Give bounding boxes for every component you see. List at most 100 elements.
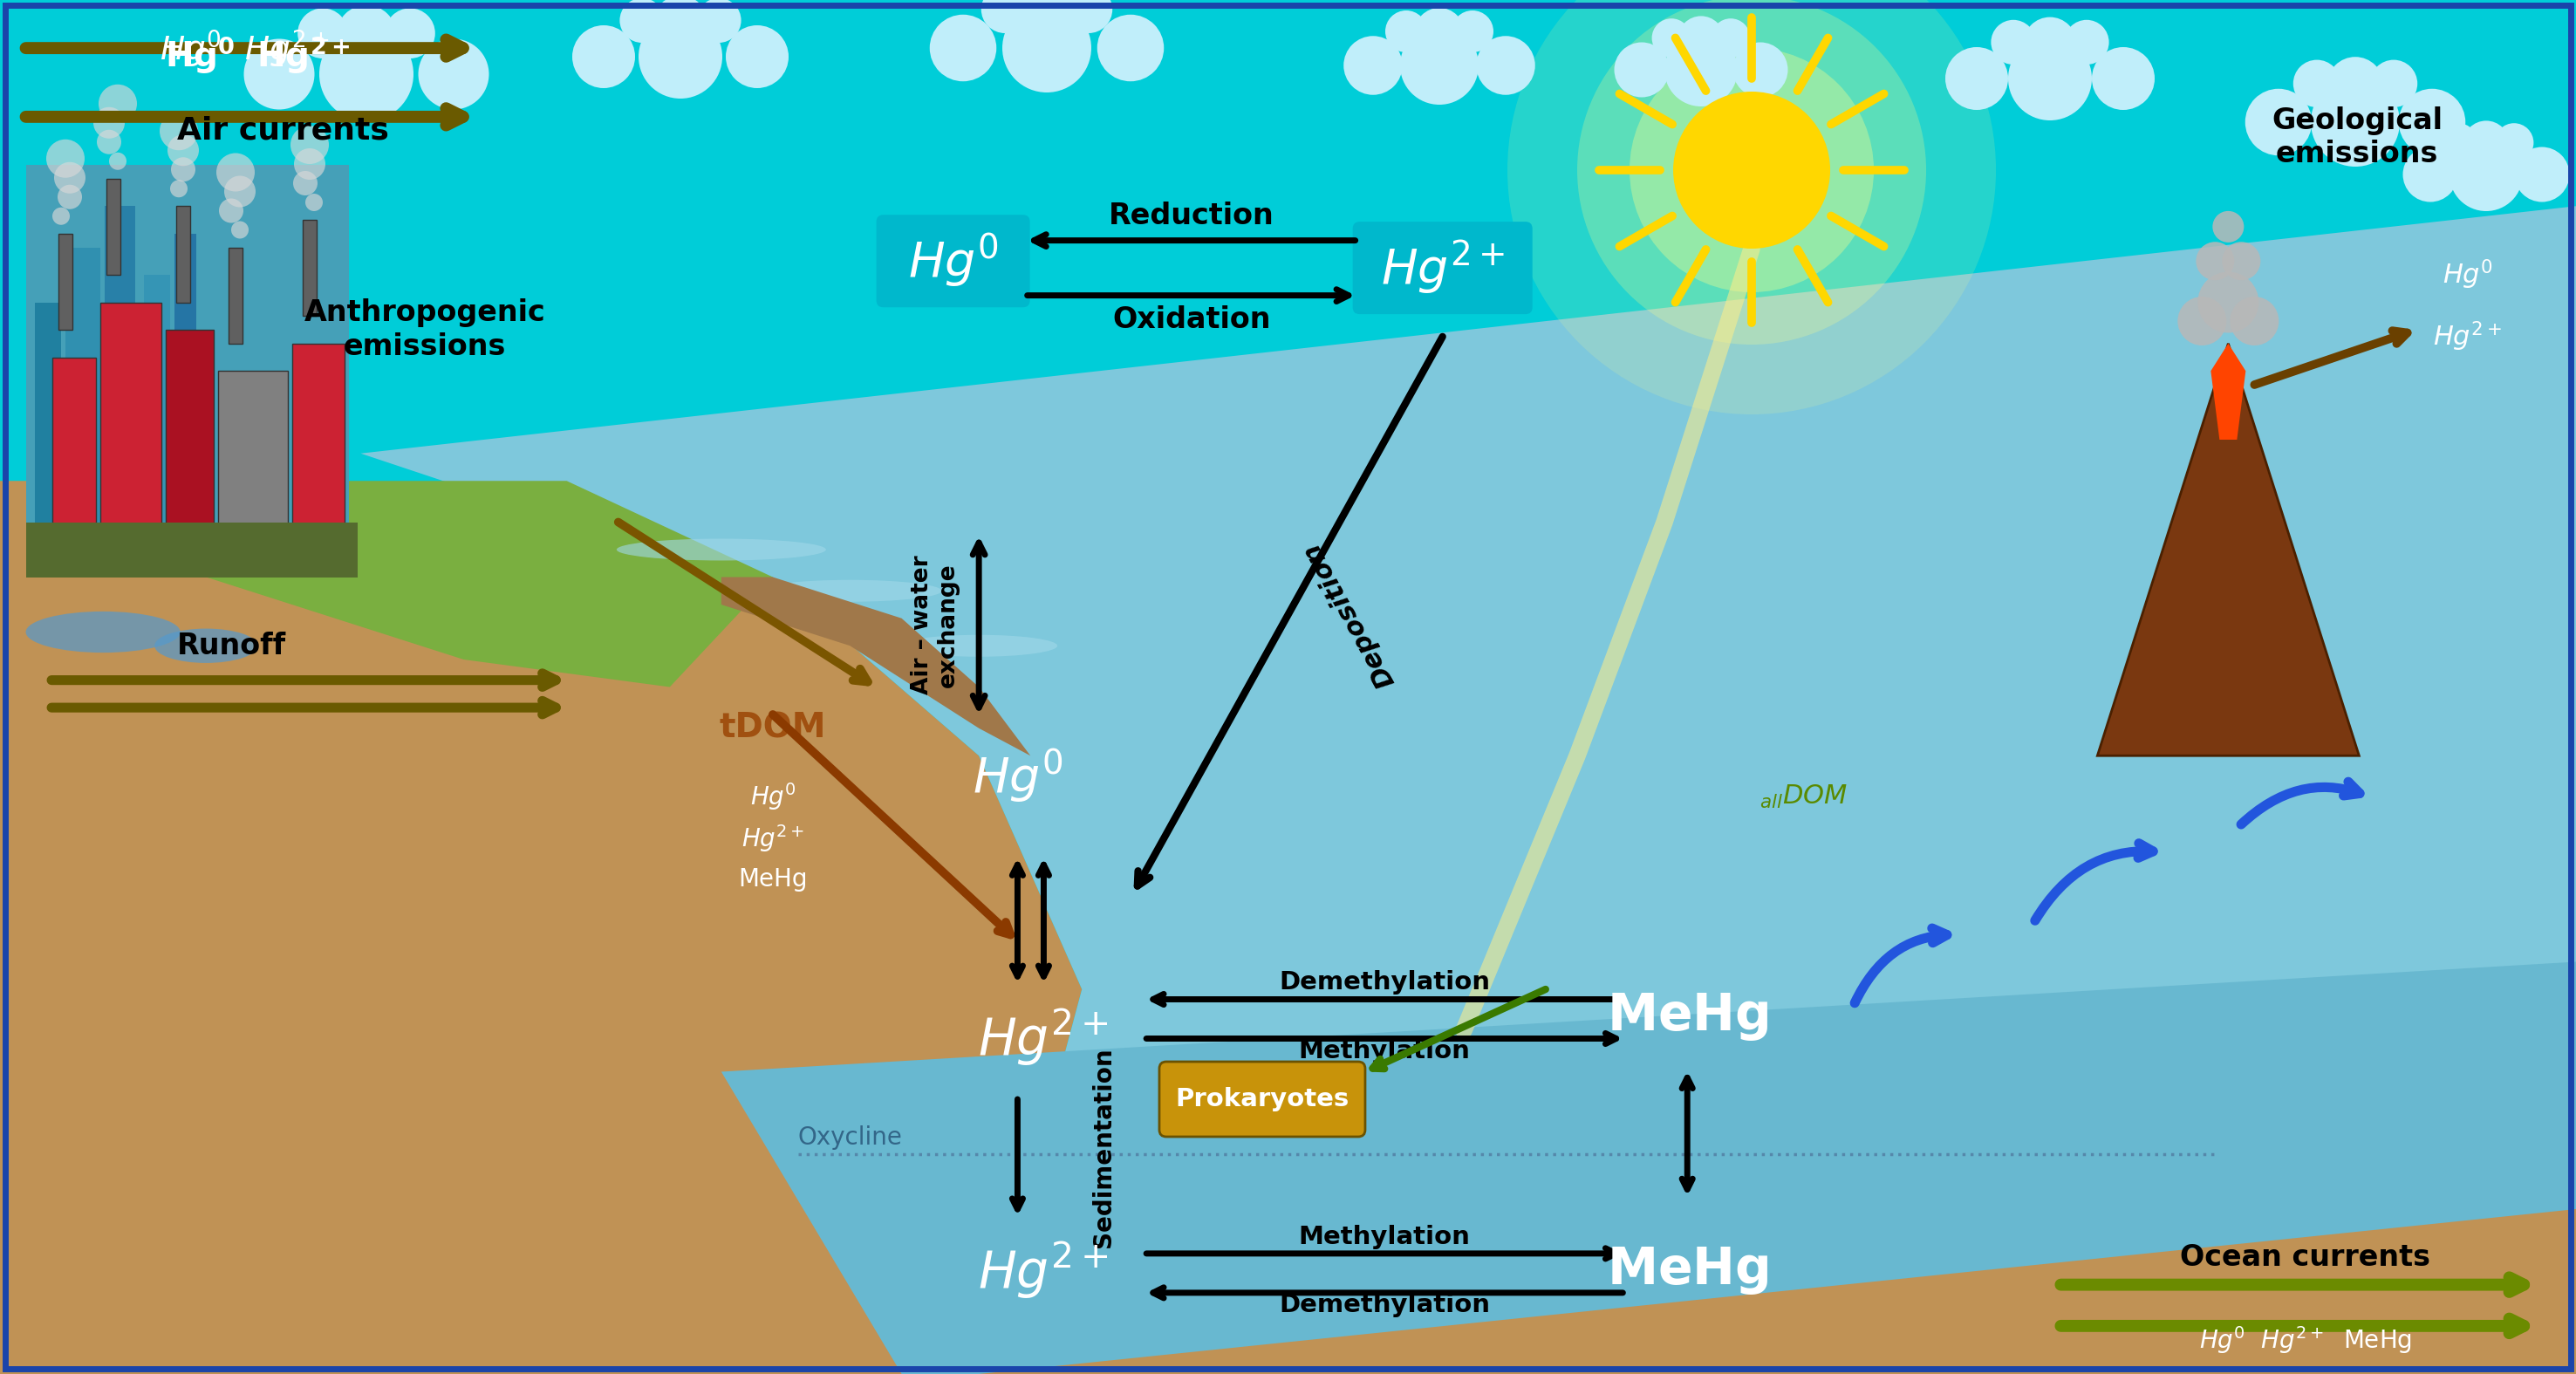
Polygon shape — [2097, 344, 2360, 756]
Circle shape — [621, 0, 665, 43]
Circle shape — [696, 0, 742, 43]
FancyBboxPatch shape — [106, 206, 134, 522]
Circle shape — [2439, 124, 2478, 162]
Circle shape — [2197, 272, 2259, 333]
Text: $Hg^0$  $Hg^{2+}$  MeHg: $Hg^0$ $Hg^{2+}$ MeHg — [2200, 1325, 2411, 1355]
Polygon shape — [2210, 344, 2246, 440]
FancyBboxPatch shape — [291, 344, 345, 536]
Circle shape — [2514, 147, 2568, 202]
Text: $\mathbf{Hg^0}$  $\mathbf{Hg^{2+}}$: $\mathbf{Hg^0}$ $\mathbf{Hg^{2+}}$ — [165, 34, 350, 76]
Circle shape — [337, 5, 397, 65]
Polygon shape — [361, 206, 2576, 1374]
Text: $Hg^{2+}$: $Hg^{2+}$ — [979, 1007, 1108, 1068]
Circle shape — [307, 194, 322, 212]
Circle shape — [2246, 89, 2311, 155]
Circle shape — [1577, 0, 1927, 345]
Text: $Hg^0$: $Hg^0$ — [750, 782, 796, 812]
FancyBboxPatch shape — [52, 357, 95, 536]
Circle shape — [1674, 92, 1829, 249]
Circle shape — [49, 162, 80, 194]
Text: Reduction: Reduction — [1108, 202, 1275, 229]
Circle shape — [2177, 297, 2226, 345]
Text: Oxycline: Oxycline — [799, 1125, 902, 1150]
Text: Methylation: Methylation — [1298, 1224, 1471, 1249]
Circle shape — [52, 207, 70, 225]
Text: $Hg^0$: $Hg^0$ — [907, 232, 999, 290]
Circle shape — [2009, 37, 2092, 121]
Ellipse shape — [616, 539, 827, 561]
Text: $Hg^{2+}$: $Hg^{2+}$ — [979, 1241, 1108, 1301]
Circle shape — [173, 135, 204, 166]
Circle shape — [2293, 60, 2342, 107]
Circle shape — [294, 148, 325, 180]
Circle shape — [1710, 18, 1749, 58]
Circle shape — [1386, 11, 1427, 52]
Circle shape — [1734, 43, 1788, 98]
Text: Demethylation: Demethylation — [1280, 1293, 1489, 1318]
Ellipse shape — [155, 629, 258, 664]
Polygon shape — [721, 577, 1030, 756]
Circle shape — [299, 8, 348, 59]
Circle shape — [2370, 60, 2416, 107]
Text: Oxidation: Oxidation — [1113, 306, 1270, 334]
FancyBboxPatch shape — [144, 275, 170, 522]
FancyBboxPatch shape — [876, 214, 1030, 308]
FancyBboxPatch shape — [36, 302, 62, 522]
Text: $Hg^0$: $Hg^0$ — [2442, 258, 2494, 291]
Circle shape — [1018, 0, 1074, 38]
Circle shape — [103, 107, 134, 139]
Circle shape — [2025, 16, 2076, 70]
Circle shape — [294, 125, 332, 164]
FancyBboxPatch shape — [229, 247, 242, 344]
Circle shape — [2326, 56, 2383, 113]
Circle shape — [1507, 0, 1996, 415]
Circle shape — [1450, 11, 1494, 52]
Text: MeHg: MeHg — [739, 867, 806, 892]
Circle shape — [930, 15, 997, 81]
Circle shape — [2450, 137, 2522, 212]
Circle shape — [319, 27, 415, 121]
FancyBboxPatch shape — [26, 522, 358, 577]
Circle shape — [572, 25, 636, 88]
Text: Deposition: Deposition — [1298, 539, 1399, 691]
Circle shape — [1002, 4, 1092, 92]
Circle shape — [981, 0, 1028, 33]
FancyBboxPatch shape — [106, 179, 121, 275]
Text: Geological
emissions: Geological emissions — [2272, 106, 2442, 169]
Circle shape — [2231, 297, 2280, 345]
Text: $\mathbf{MeHg}$: $\mathbf{MeHg}$ — [1607, 991, 1767, 1043]
Text: $Hg^{2+}$: $Hg^{2+}$ — [1381, 239, 1504, 297]
Ellipse shape — [902, 635, 1056, 657]
Circle shape — [1615, 43, 1669, 98]
FancyBboxPatch shape — [1159, 1062, 1365, 1136]
Circle shape — [1631, 48, 1873, 293]
Circle shape — [1476, 36, 1535, 95]
Text: Anthropogenic
emissions: Anthropogenic emissions — [304, 298, 546, 361]
FancyBboxPatch shape — [59, 234, 72, 330]
Circle shape — [2403, 147, 2458, 202]
FancyBboxPatch shape — [26, 165, 348, 522]
Circle shape — [654, 0, 706, 48]
Circle shape — [160, 111, 198, 150]
FancyBboxPatch shape — [1352, 221, 1533, 315]
Circle shape — [639, 15, 721, 99]
FancyBboxPatch shape — [100, 302, 162, 536]
FancyBboxPatch shape — [304, 220, 317, 316]
FancyBboxPatch shape — [165, 330, 214, 536]
Text: $\mathbf{MeHg}$: $\mathbf{MeHg}$ — [1607, 1245, 1767, 1297]
Circle shape — [726, 25, 788, 88]
Circle shape — [46, 139, 85, 177]
Circle shape — [417, 38, 489, 110]
Circle shape — [1414, 8, 1463, 58]
Text: Methylation: Methylation — [1298, 1039, 1471, 1063]
Circle shape — [301, 170, 327, 195]
Circle shape — [245, 38, 314, 110]
Circle shape — [1991, 19, 2035, 65]
FancyBboxPatch shape — [175, 234, 196, 522]
Text: Ocean currents: Ocean currents — [2179, 1243, 2432, 1271]
Circle shape — [222, 221, 240, 239]
Text: $Hg^0$  $Hg^{2+}$: $Hg^0$ $Hg^{2+}$ — [160, 29, 330, 70]
Circle shape — [2494, 124, 2535, 162]
Text: Air currents: Air currents — [178, 115, 389, 146]
Circle shape — [1345, 36, 1401, 95]
